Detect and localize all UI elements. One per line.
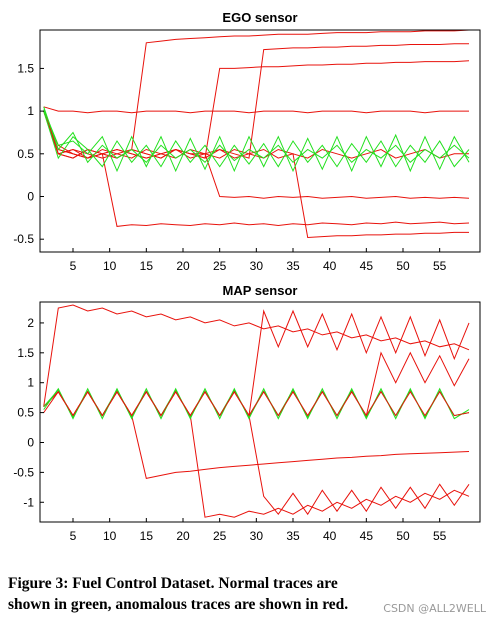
x-tick-label: 45: [360, 529, 374, 543]
x-tick-label: 35: [286, 259, 300, 273]
y-tick-label: 2: [27, 316, 34, 330]
y-tick-label: 0.5: [17, 147, 34, 161]
x-tick-label: 10: [103, 529, 117, 543]
x-tick-label: 15: [140, 529, 154, 543]
y-tick-label: 0: [27, 190, 34, 204]
y-tick-label: -1: [23, 495, 34, 509]
trace-line: [43, 110, 469, 239]
x-tick-label: 5: [70, 529, 77, 543]
watermark: CSDN @ALL2WELL: [383, 602, 487, 615]
trace-line: [43, 390, 470, 516]
axes-box: [39, 301, 481, 523]
trace-line: [43, 43, 469, 159]
x-tick-label: 55: [433, 529, 447, 543]
chart-title: MAP sensor: [223, 283, 298, 298]
trace-line: [43, 390, 470, 417]
trace-line: [43, 304, 470, 407]
trace-line: [43, 106, 469, 114]
trace-line: [43, 109, 470, 173]
x-tick-label: 30: [250, 259, 264, 273]
plot-area: [43, 30, 470, 239]
x-tick-label: 50: [396, 259, 410, 273]
x-tick-label: 55: [433, 259, 447, 273]
x-tick-label: 35: [286, 529, 300, 543]
x-tick-label: 40: [323, 259, 337, 273]
plot-area: [43, 304, 470, 518]
x-tick-label: 25: [213, 529, 227, 543]
trace-line: [43, 110, 469, 159]
x-tick-label: 15: [140, 259, 154, 273]
x-tick-label: 40: [323, 529, 337, 543]
trace-line: [43, 60, 470, 159]
x-tick-label: 45: [360, 259, 374, 273]
axes-box: [39, 29, 481, 253]
y-tick-label: 1.5: [17, 346, 34, 360]
x-tick-label: 20: [176, 529, 190, 543]
caption-line: shown in green, anomalous traces are sho…: [8, 596, 348, 613]
y-tick-label: 1: [27, 376, 34, 390]
y-tick-label: 0: [27, 435, 34, 449]
y-tick-label: 0.5: [17, 406, 34, 420]
y-tick-label: -0.5: [13, 465, 34, 479]
x-tick-label: 25: [213, 259, 227, 273]
trace-line: [43, 110, 470, 227]
trace-line: [43, 110, 470, 168]
x-tick-label: 20: [176, 259, 190, 273]
x-tick-label: 5: [70, 259, 77, 273]
x-tick-label: 50: [396, 529, 410, 543]
y-tick-label: 1.5: [17, 61, 34, 75]
y-tick-label: 1: [27, 104, 34, 118]
y-tick-label: -0.5: [13, 232, 34, 246]
chart-title: EGO sensor: [222, 10, 297, 25]
x-tick-label: 30: [250, 529, 264, 543]
trace-line: [43, 30, 470, 159]
x-tick-label: 10: [103, 259, 117, 273]
caption-line: Figure 3: Fuel Control Dataset. Normal t…: [8, 575, 338, 592]
